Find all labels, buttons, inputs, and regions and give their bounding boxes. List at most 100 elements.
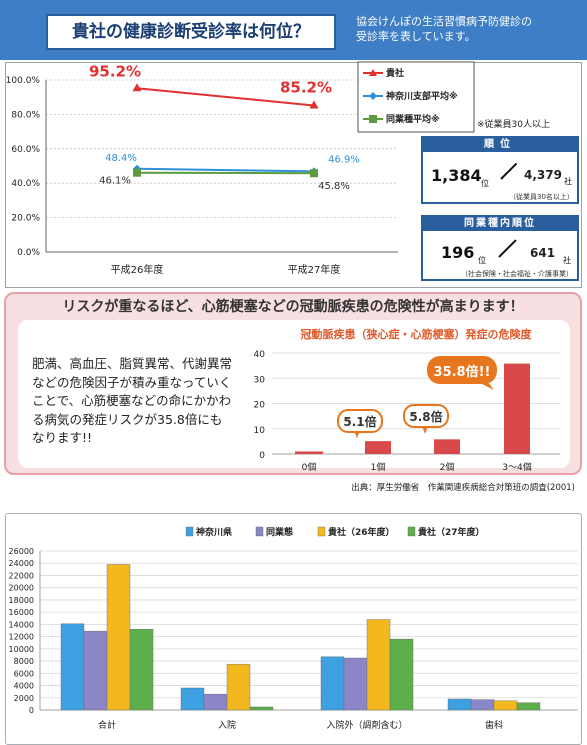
callout-label: 35.8倍!! — [434, 364, 491, 380]
risk-body-line: なります!! — [32, 430, 93, 445]
y-tick-label: 40 — [254, 350, 266, 360]
legend-label: 貴社（26年度） — [328, 526, 395, 538]
industry-rank-box: 同業種内順位 196 位 641 社 （社会保険・社会福祉・介護事業） — [421, 215, 579, 281]
bar — [180, 687, 205, 711]
bar — [320, 656, 345, 711]
data-label: 46.9% — [328, 154, 360, 165]
y-tick-label: 6000 — [14, 669, 34, 678]
risk-inner-panel — [18, 320, 570, 468]
bar — [504, 363, 530, 454]
risk-body-text: 肥満、高血圧、脂質異常、代謝異常 などの危険因子が積み重なっていく ことで、心筋… — [32, 355, 244, 448]
y-tick-label: 40.0% — [11, 179, 40, 189]
y-tick-label: 0.0% — [17, 248, 40, 258]
series-line — [136, 171, 315, 175]
data-label: 46.1% — [99, 176, 131, 187]
bar — [366, 619, 391, 711]
y-tick-label: 0 — [259, 451, 265, 461]
y-tick-label: 16000 — [9, 608, 34, 617]
rank-total-unit: 社 — [564, 177, 572, 186]
y-tick-label: 20 — [254, 401, 266, 411]
legend-swatch — [185, 526, 194, 537]
employee-note: ※従業員30人以上 — [477, 120, 550, 130]
legend-label: 同業種平均※ — [386, 113, 440, 125]
risk-body-line: る病気の発症リスクが35.8倍にも — [32, 411, 223, 427]
bar — [249, 706, 274, 711]
bar — [203, 693, 228, 711]
bar — [365, 441, 391, 454]
data-label: 95.2% — [89, 62, 141, 80]
y-tick-label: 0 — [29, 706, 34, 715]
bar — [434, 439, 460, 454]
y-tick-label: 60.0% — [11, 145, 40, 155]
legend-marker — [369, 115, 377, 123]
data-point — [133, 168, 141, 177]
x-tick-label: 平成27年度 — [288, 263, 341, 276]
y-tick-label: 10000 — [9, 645, 34, 654]
rank-note: （従業員30名以上） — [509, 193, 574, 201]
y-tick-label: 18000 — [9, 596, 34, 605]
rank-box: 順位 1,384 位 4,379 社 （従業員30名以上） — [421, 136, 579, 204]
callout-tail — [354, 431, 360, 438]
industry-rank-unit: 位 — [478, 256, 486, 265]
callout-bubble — [427, 356, 497, 384]
risk-source: 出典：厚生労働省 作業関連疾病総合対策班の調査(2001) — [351, 483, 575, 493]
bar — [60, 623, 85, 711]
data-point — [132, 83, 142, 92]
rank-unit: 位 — [481, 179, 489, 188]
bar — [106, 564, 131, 711]
header-subtitle: 協会けんぽの生活習慣病予防健診の 受診率を表しています。 — [356, 14, 576, 44]
rank-total: 4,379 — [524, 168, 562, 182]
legend-marker — [369, 69, 377, 76]
x-tick-label: 入院外（調剤含む） — [326, 719, 407, 731]
callout-label: 5.1倍 — [343, 414, 376, 429]
y-tick-label: 14000 — [9, 620, 34, 629]
y-tick-label: 80.0% — [11, 110, 40, 120]
x-tick-label: 3～4個 — [502, 461, 531, 473]
bar — [447, 698, 472, 711]
legend-swatch — [255, 526, 264, 537]
callout-label: 5.8倍 — [409, 409, 442, 424]
legend-label: 神奈川県 — [196, 526, 232, 538]
x-tick-label: 2個 — [440, 461, 455, 473]
bar — [493, 700, 518, 711]
risk-body-line: ことで、心筋梗塞などの命にかかわ — [32, 393, 232, 408]
risk-title: リスクが重なるほど、心筋梗塞などの冠動脈疾患の危険性が高まります！ — [62, 299, 524, 315]
y-tick-label: 2000 — [14, 694, 34, 703]
industry-rank-total-unit: 社 — [563, 256, 571, 265]
bar — [389, 638, 414, 711]
x-tick-label: 合計 — [98, 719, 116, 731]
legend-label: 貴社 — [386, 67, 404, 79]
risk-bar-chart: 冠動脈疾患（狭心症・心筋梗塞）発症の危険度 0 10 20 30 40 0個 1個 2個 3～4個… — [254, 327, 560, 473]
callout-bubble — [337, 409, 383, 433]
bar — [470, 699, 495, 711]
legend-label: 同業態 — [266, 526, 293, 538]
y-tick-label: 20.0% — [11, 214, 40, 224]
y-tick-label: 100.0% — [6, 76, 41, 86]
bar — [83, 630, 108, 711]
data-label: 48.4% — [105, 153, 137, 164]
risk-body-line: 肥満、高血圧、脂質異常、代謝異常 — [32, 356, 233, 371]
rank-header: 順位 — [423, 138, 577, 152]
legend-swatch — [407, 526, 416, 537]
chart-title: 冠動脈疾患（狭心症・心筋梗塞）発症の危険度 — [301, 327, 533, 341]
data-point — [309, 100, 319, 109]
y-tick-label: 20000 — [9, 584, 34, 593]
rank-value: 1,384 — [431, 166, 482, 185]
series-line — [136, 167, 315, 173]
y-tick-label: 26000 — [9, 547, 34, 556]
legend-label: 貴社（27年度） — [418, 526, 485, 538]
bar — [343, 657, 368, 711]
header-subtitle-line: 受診率を表しています。 — [356, 30, 476, 43]
bar — [516, 702, 541, 711]
legend-marker — [369, 92, 377, 100]
x-tick-label: 歯科 — [485, 719, 503, 731]
industry-rank-note: （社会保険・社会福祉・介護事業） — [461, 270, 573, 278]
page-title: 貴社の健康診断受診率は何位？ — [72, 22, 310, 42]
callout-tail — [478, 382, 494, 390]
industry-rank-header: 同業種内順位 — [423, 217, 577, 231]
y-tick-label: 10 — [254, 426, 266, 436]
y-tick-label: 22000 — [9, 571, 34, 580]
y-tick-label: 12000 — [9, 633, 34, 642]
legend-swatch — [317, 526, 326, 537]
